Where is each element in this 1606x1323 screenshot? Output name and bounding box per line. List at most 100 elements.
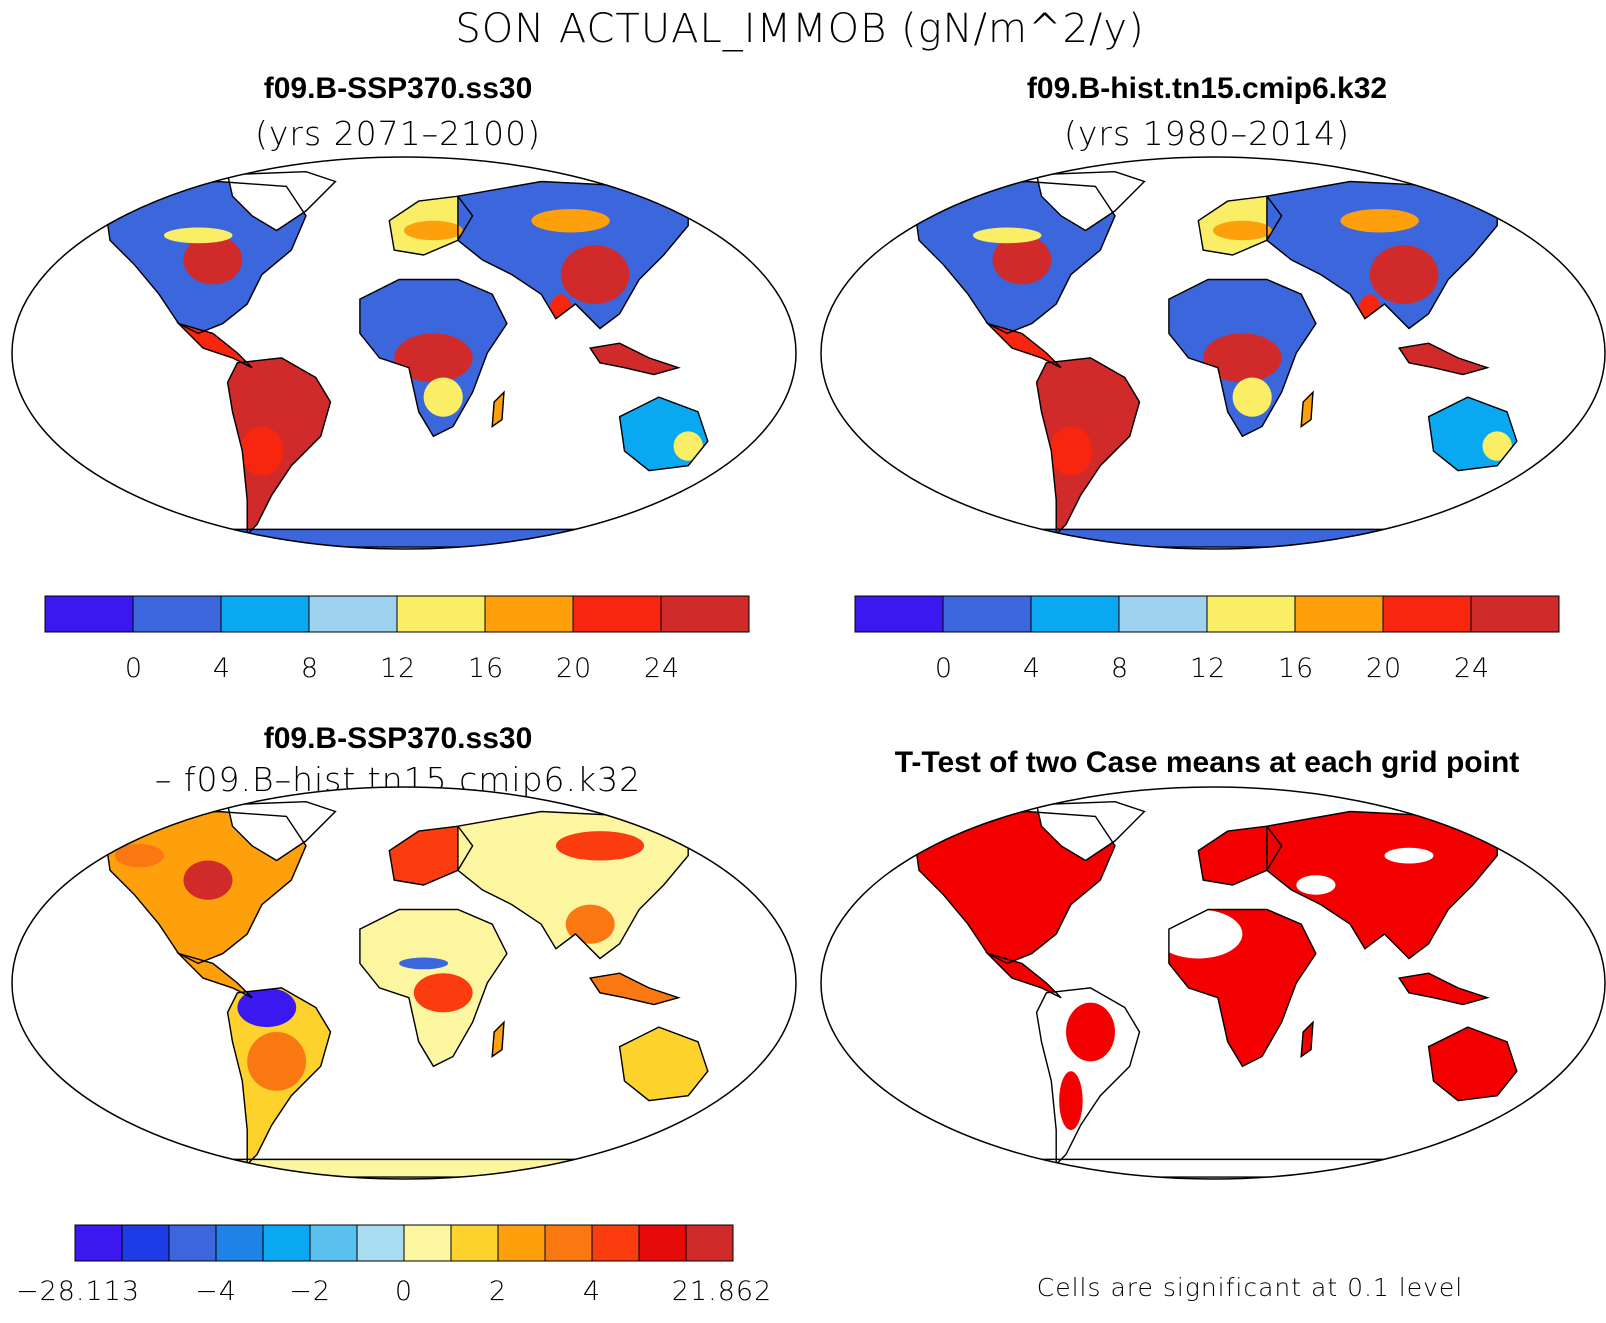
coastline [389,196,472,255]
land-camerica [178,953,253,998]
cb-tick: 0 [934,653,954,684]
colorbar-box [262,1224,311,1262]
colorbar-box [308,595,398,633]
cb-tick: 0 [394,1276,414,1307]
field-patch [399,957,449,970]
cb-tick: −28.113 [15,1276,141,1307]
field-pattern [114,831,645,1091]
coastline [1399,343,1487,374]
field-patch [560,245,630,304]
land-camerica [987,953,1062,998]
coastline [179,324,253,368]
coastline [228,358,331,534]
coastline [492,392,504,426]
field-patch [404,220,463,241]
field-patch [1041,357,1120,437]
field-patch [972,227,1042,244]
land-asia [1266,811,1498,959]
field-patch [565,904,615,944]
land-antarctica [958,1159,1468,1178]
field-patch [1384,847,1434,864]
cb-tick: 12 [379,653,417,684]
coastline [360,280,507,437]
field-patch [163,227,233,244]
field-patch [673,431,703,461]
coastline [1301,392,1313,426]
coastline [1399,973,1487,1004]
coastline [620,1027,708,1101]
coastline [1037,802,1145,861]
colorbar-box [638,1224,687,1262]
coastline [590,343,678,374]
panel-difference-case-name: f09.B-SSP370.ss30 [263,722,533,755]
land-madagascar [492,392,504,427]
land-seasia [1399,343,1488,375]
cb-tick: 4 [582,1276,602,1307]
panel-difference-map [11,786,797,1180]
panel-historical-case-name: f09.B-hist.tn15.cmip6.k32 [1026,72,1388,105]
land-madagascar [1301,392,1313,427]
panel-difference-colorbar [74,1224,734,1262]
field-patch [413,973,473,1013]
colorbar-box [572,595,662,633]
field-patch [1213,220,1272,241]
land-europe [1198,826,1282,885]
land-seasia [590,973,679,1005]
field-pattern [163,208,703,476]
land-camerica [178,323,253,368]
coastline [179,954,253,998]
cb-tick: −4 [195,1276,237,1307]
land-greenland [1036,171,1145,231]
coastline [105,182,306,334]
field-pattern [972,208,1512,476]
panel-historical-colorbar [854,595,1560,633]
coastline [228,988,331,1164]
colorbar-box [942,595,1032,633]
colorbar-box [396,595,486,633]
land-namerica [914,811,1115,964]
cb-tick: 4 [1022,653,1042,684]
cb-tick: 0 [124,653,144,684]
land-antarctica [958,529,1468,548]
map-border [820,156,1606,550]
land-madagascar [1301,1022,1313,1057]
field-patch [555,831,645,861]
field-patch [237,987,297,1028]
cb-tick: 2 [488,1276,508,1307]
coastline [1198,196,1281,255]
cb-tick: 12 [1189,653,1227,684]
field-patch [423,377,463,417]
land-greenland [227,171,336,231]
land-seasia [1399,973,1488,1005]
coastline [914,182,1115,334]
colorbar-box [1206,595,1296,633]
cb-tick: 16 [1277,653,1315,684]
colorbar-box [497,1224,546,1262]
cb-tick: 16 [467,653,505,684]
colorbar-box [1030,595,1120,633]
colorbar-box [1470,595,1560,633]
panel-historical-map [820,156,1606,550]
field-patch [1059,1071,1083,1130]
colorbar-box [356,1224,405,1262]
field-patch [114,843,164,868]
coastline [228,802,336,861]
colorbar-box [403,1224,452,1262]
land-camerica [987,323,1062,368]
field-patch [1482,431,1512,461]
map-border [11,156,797,550]
coastline [988,324,1062,368]
cb-tick: 21.862 [671,1276,773,1307]
cb-tick: 24 [1453,653,1491,684]
field-patch [247,1032,306,1091]
coastline [228,172,336,231]
field-patch [992,235,1052,285]
colorbar-box [1294,595,1384,633]
colorbar-box [854,595,944,633]
land-antarctica [149,529,659,548]
cb-tick: 20 [1365,653,1403,684]
colorbar-box [220,595,310,633]
land-europe [389,826,473,885]
colorbar-box [450,1224,499,1262]
map-border [820,786,1606,1180]
